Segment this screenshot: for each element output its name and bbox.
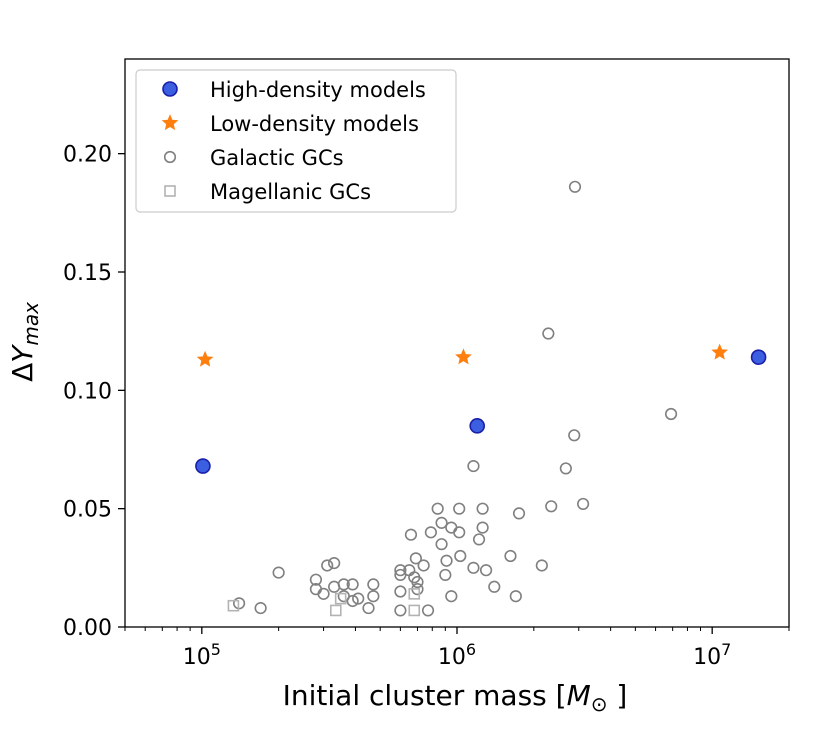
legend-label: High-density models [210,78,426,102]
x-tick-label: 105 [183,640,221,670]
galactic-gcs-point [504,549,517,563]
galactic-gcs-point [509,590,522,603]
galactic-gcs-point [424,526,437,539]
galactic-gcs-point [394,585,407,598]
galactic-gcs-point [476,521,489,534]
y-tick-label: 0.05 [63,498,112,523]
galactic-gcs-point [328,580,341,593]
legend-box [135,69,457,213]
x-tick-label: 106 [438,640,476,670]
galactic-gcs-point [411,575,424,589]
low-density-models-legend-marker [161,114,179,131]
galactic-gcs-point [467,561,480,574]
galactic-gcs-point [445,590,458,603]
y-tick-label: 0.10 [63,379,112,404]
galactic-gcs-point [409,552,422,565]
galactic-gcs-point [346,578,359,591]
x-axis-label: Initial cluster mass [M⊙ ] [283,679,628,716]
galactic-gcs-point [272,566,285,579]
galactic-gcs-point [394,564,407,577]
magellanic-gcs-legend-marker [164,185,176,197]
low-density-models-point [455,348,472,365]
galactic-gcs-point [440,554,453,567]
legend: High-density models Low-density models Gal… [135,69,457,213]
galactic-gcs-point [545,500,558,513]
y-tick-label: 0.20 [63,143,112,168]
galactic-gcs-point [352,592,365,605]
axes: 0.00 0.05 0.10 0.15 0.20 105 106 107 [63,58,790,670]
galactic-gcs-point [467,459,480,473]
galactic-gcs-point [394,568,407,582]
galactic-gcs-point [472,533,486,546]
galactic-gcs-point [512,507,526,520]
magellanic-gcs-point [408,604,421,617]
galactic-gcs-point [568,180,582,193]
legend-label: Low-density models [210,112,419,136]
magellanic-gcs-point [227,599,240,612]
galactic-gcs-point [346,594,359,608]
galactic-gcs-point [435,538,448,551]
galactic-gcs-point [435,516,448,529]
x-tick-label: 107 [693,640,731,670]
galactic-gcs-legend-marker [163,150,177,164]
low-density-models-point [196,350,214,367]
galactic-gcs-point [367,590,380,603]
galactic-gcs-point [453,526,466,539]
galactic-gcs-point [453,502,466,515]
y-axis-label: ΔYmax [6,302,43,382]
high-density-models-point [469,418,486,434]
galactic-gcs-point [394,604,407,617]
legend-label: Magellanic GCs [210,180,371,204]
galactic-gcs-point [664,407,678,421]
galactic-gcs-point [568,429,581,442]
high-density-models-point [750,349,767,366]
magellanic-gcs-point [334,592,347,605]
low-density-models-point [711,343,729,360]
galactic-gcs-point [328,556,341,570]
galactic-gcs-point [542,327,555,340]
data-points [195,180,767,617]
y-tick-label: 0.00 [63,616,112,641]
galactic-gcs-point [439,568,452,582]
galactic-gcs-point [576,497,590,511]
galactic-gcs-point [454,549,467,563]
galactic-gcs-point [321,559,334,572]
galactic-gcs-point [362,601,375,615]
galactic-gcs-point [431,502,444,515]
y-tick-label: 0.15 [63,261,112,286]
magellanic-gcs-point [329,604,342,617]
galactic-gcs-point [421,604,435,617]
magellanic-gcs-point [408,588,421,600]
high-density-models-legend-marker [162,81,178,97]
galactic-gcs-point [559,462,572,475]
galactic-gcs-point [535,559,548,572]
legend-label: Galactic GCs [210,146,344,170]
galactic-gcs-point [417,559,430,572]
galactic-gcs-point [479,564,493,577]
galactic-gcs-point [488,580,501,593]
galactic-gcs-point [309,573,323,586]
galactic-gcs-point [445,521,458,534]
galactic-gcs-point [404,528,418,541]
galactic-gcs-point [476,502,489,515]
galactic-gcs-point [367,578,380,591]
galactic-gcs-point [254,601,267,615]
galactic-gcs-point [317,587,330,600]
high-density-models-point [195,458,211,474]
